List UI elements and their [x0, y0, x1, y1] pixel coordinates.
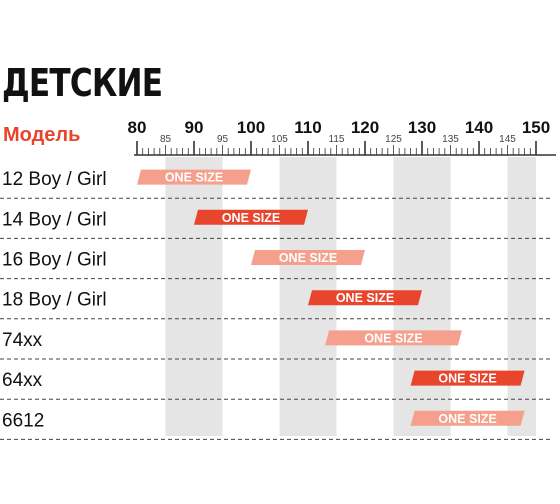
major-tick-label: 150 [522, 118, 550, 137]
minor-tick-label: 95 [217, 134, 229, 145]
range-bar [410, 410, 525, 426]
model-column-label: Модель [3, 124, 81, 146]
range-bar [194, 209, 308, 225]
bar-label: ONE SIZE [364, 331, 422, 345]
range-bar [325, 330, 462, 346]
range-bar [137, 169, 251, 185]
row-label: 12 Boy / Girl [2, 169, 107, 190]
minor-tick-label: 105 [271, 134, 288, 145]
minor-tick-label: 85 [160, 134, 172, 145]
highlight-band [165, 157, 223, 436]
bar-label: ONE SIZE [279, 251, 337, 265]
major-tick-label: 110 [294, 118, 321, 137]
range-bar [410, 370, 525, 386]
minor-tick-label: 125 [385, 134, 402, 145]
minor-tick-label: 145 [499, 134, 516, 145]
major-tick-label: 90 [185, 118, 204, 137]
range-bar [308, 290, 422, 306]
major-tick-label: 130 [408, 118, 436, 137]
major-tick-label: 120 [351, 118, 379, 137]
bar-label: ONE SIZE [336, 291, 394, 305]
row-label: 6612 [2, 410, 44, 431]
row-label: 74xx [2, 330, 43, 351]
row-label: 18 Boy / Girl [2, 290, 107, 311]
minor-tick-label: 135 [442, 134, 459, 145]
page-title: ДЕТСКИЕ [2, 61, 163, 105]
bar-label: ONE SIZE [438, 372, 496, 386]
bar-label: ONE SIZE [222, 211, 280, 225]
bar-label: ONE SIZE [165, 171, 223, 185]
bar-label: ONE SIZE [438, 412, 496, 426]
major-tick-label: 100 [237, 118, 265, 137]
row-label: 64xx [2, 370, 43, 391]
highlight-band [507, 157, 536, 436]
major-tick-label: 140 [465, 118, 493, 137]
row-label: 16 Boy / Girl [2, 250, 107, 271]
row-label: 14 Boy / Girl [2, 209, 107, 230]
minor-tick-label: 115 [329, 134, 345, 145]
major-tick-label: 80 [128, 118, 147, 137]
range-bar [251, 250, 365, 265]
